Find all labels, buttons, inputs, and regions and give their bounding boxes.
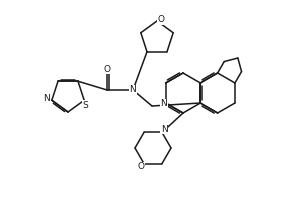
Text: O: O [137,162,145,171]
Text: N: N [44,94,50,103]
Text: N: N [160,125,167,134]
Text: N: N [130,86,136,95]
Text: O: O [158,16,164,24]
Text: S: S [82,101,88,110]
Text: N: N [160,99,167,108]
Text: O: O [103,64,110,73]
